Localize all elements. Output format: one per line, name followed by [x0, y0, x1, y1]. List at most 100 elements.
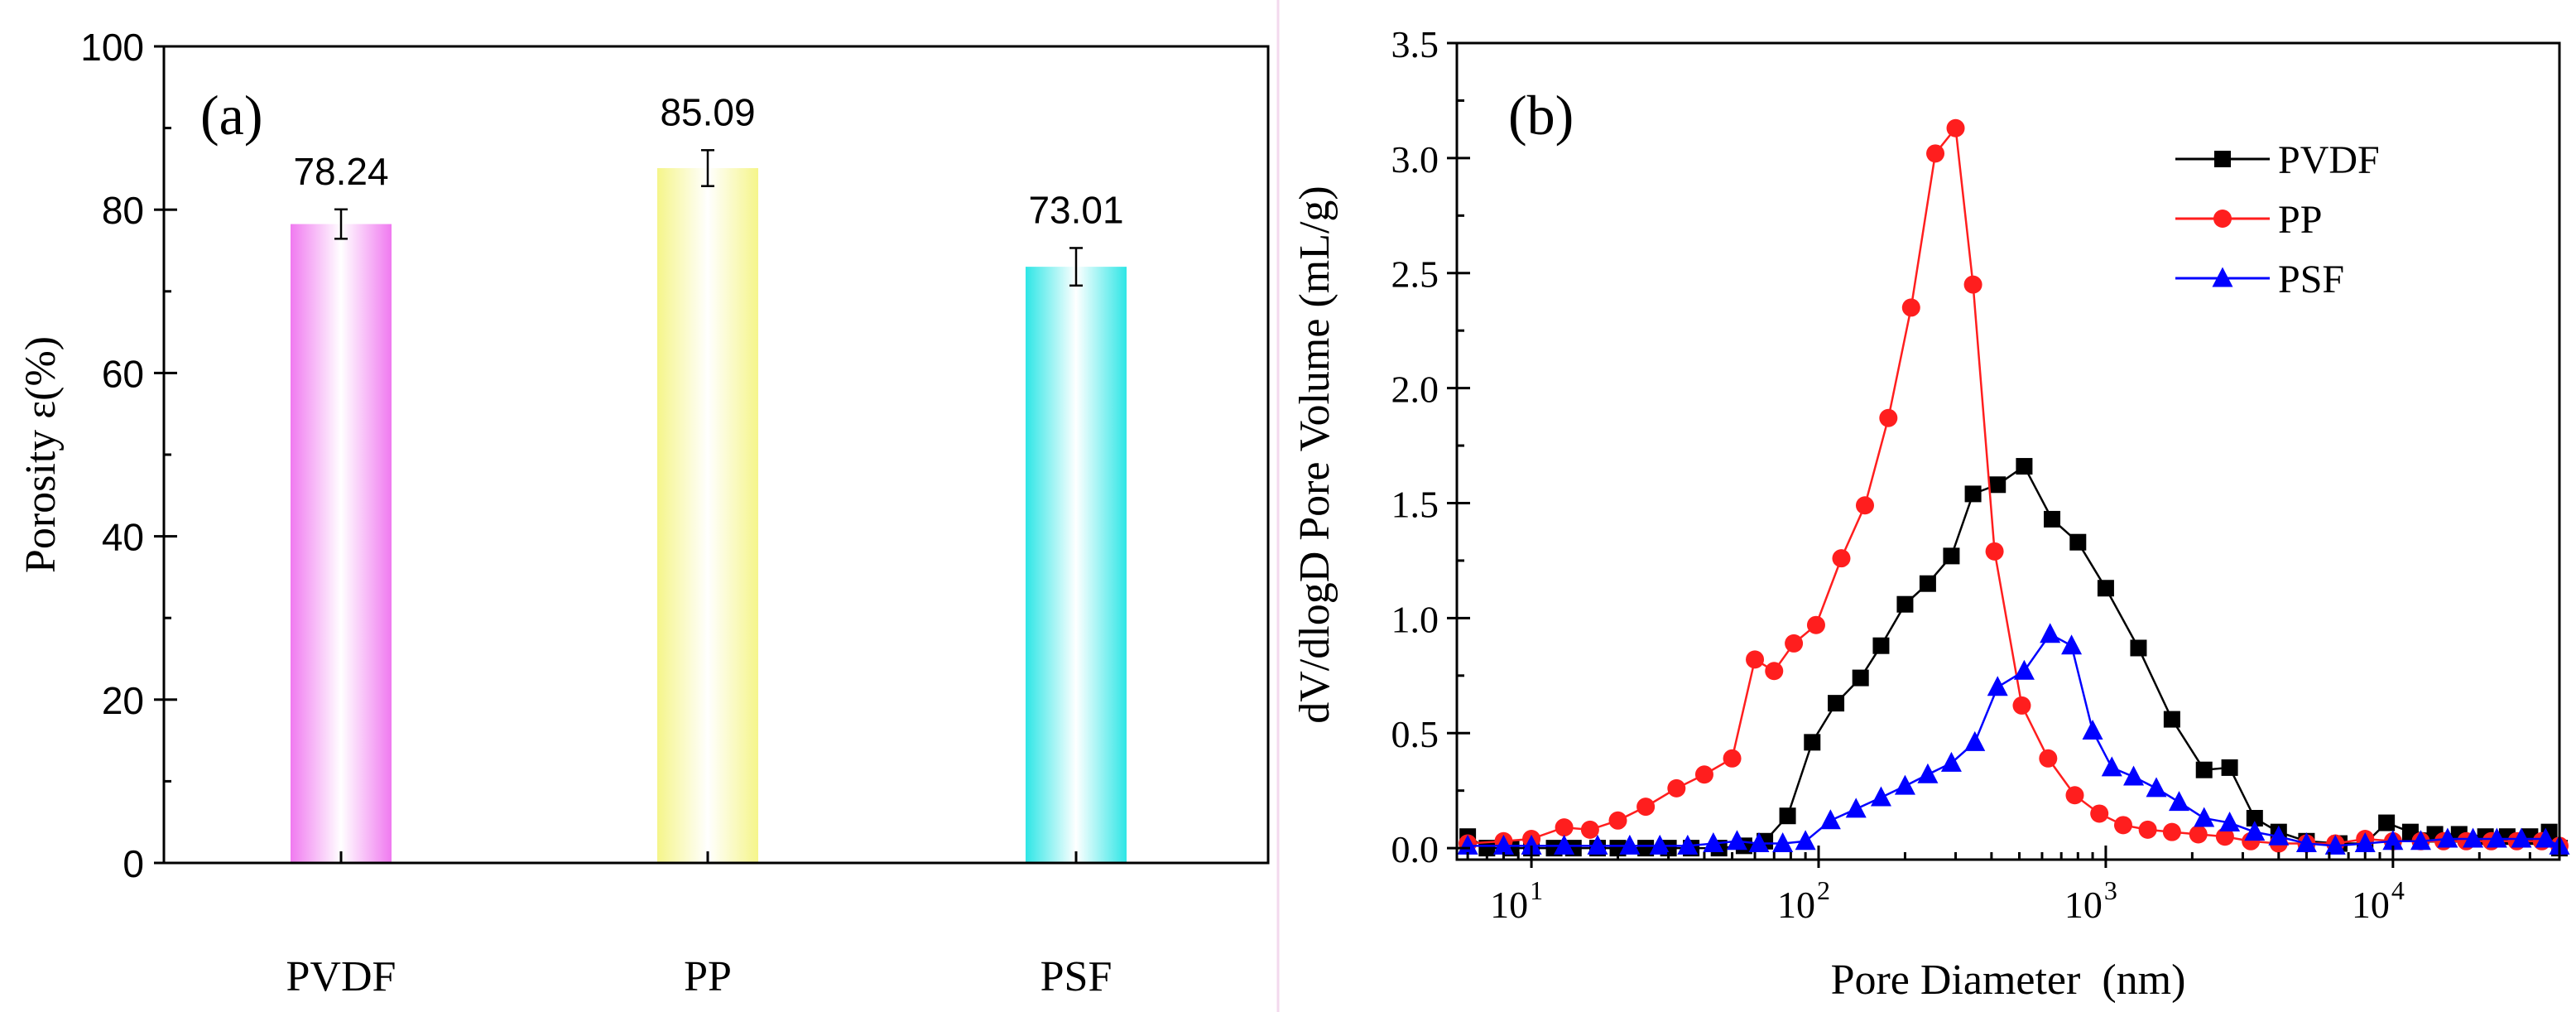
data-point-psf: [1457, 834, 1478, 855]
x-tick-label: PSF: [1040, 953, 1113, 1000]
data-point-psf: [1703, 832, 1724, 853]
y-tick-label: 20: [102, 679, 144, 722]
data-point-pp: [2090, 804, 2109, 823]
legend-item-pp: PP: [2175, 198, 2322, 242]
data-point-psf: [1649, 834, 1670, 855]
data-point-pp: [2189, 825, 2208, 844]
data-point-psf: [1819, 809, 1841, 830]
legend-label: PP: [2278, 198, 2322, 242]
data-point-psf: [1987, 676, 2008, 696]
data-point-psf: [2040, 623, 2061, 643]
data-point-pvdf: [2097, 580, 2114, 597]
data-point-psf: [1894, 774, 1915, 795]
error-bar-pp: [701, 149, 714, 187]
data-point-psf: [2535, 827, 2556, 848]
data-point-psf: [1772, 832, 1794, 853]
data-point-psf: [2463, 827, 2484, 848]
y-tick-label: 40: [102, 516, 144, 559]
data-point-pp: [1855, 496, 1874, 515]
x-tick-label: 10 2: [1777, 875, 1830, 926]
data-point-psf: [2295, 832, 2317, 853]
data-point-pvdf: [1964, 485, 1982, 503]
data-point-pp: [1746, 650, 1765, 669]
data-point-psf: [2268, 825, 2290, 846]
y-axis-title: Porosity ε(%): [17, 336, 65, 573]
y-tick-label: 100: [80, 26, 144, 69]
x-tick-base: 10: [1490, 884, 1528, 926]
data-point-pvdf: [2221, 759, 2238, 776]
x-tick-label: 10 4: [2352, 875, 2405, 926]
data-point-psf: [2219, 812, 2241, 832]
value-label-pp: 85.09: [660, 90, 755, 133]
data-point-pvdf: [1919, 575, 1936, 592]
data-point-pp: [2138, 820, 2157, 839]
y-axis: 0 20 40 60 80 100: [80, 26, 177, 885]
panel-a: 0 20 40 60 80 100 PVDF PP PSF 78.24 85.09 73.01 (…: [17, 26, 1270, 1000]
legend-marker-psf: [2212, 267, 2233, 287]
data-point-psf: [1587, 834, 1608, 855]
data-point-pp: [1963, 275, 1982, 294]
data-point-psf: [1917, 763, 1939, 783]
x-tick-exponent: 2: [1817, 875, 1830, 905]
data-point-psf: [1845, 798, 1867, 818]
data-point-pp: [1580, 820, 1599, 839]
data-point-psf: [1940, 751, 1962, 772]
data-point-pp: [1785, 634, 1804, 653]
x-tick-label: 10 3: [2064, 875, 2117, 926]
data-point-pvdf: [1989, 476, 2006, 494]
data-point-psf: [1521, 834, 1542, 855]
data-point-psf: [2013, 659, 2035, 680]
data-point-psf: [2146, 777, 2167, 798]
data-point-pvdf: [2044, 510, 2061, 528]
plot-frame: [1455, 41, 2561, 861]
x-tick-exponent: 4: [2391, 875, 2405, 905]
x-tick-label: PVDF: [286, 953, 396, 1000]
bar-group: [291, 168, 1127, 864]
data-point-pp: [1946, 118, 1965, 137]
data-point-psf: [1492, 834, 1514, 855]
y-axis-title: dV/dlogD Pore Volume (mL/g): [1291, 186, 1338, 724]
x-axis-title: Pore Diameter (nm): [1831, 957, 2186, 1004]
data-point-pp: [2065, 786, 2084, 805]
y-tick-label: 0.0: [1391, 828, 1439, 870]
data-point-psf: [2410, 830, 2431, 851]
data-point-psf: [1619, 834, 1641, 855]
legend-marker-pp: [2213, 210, 2232, 228]
error-bar-psf: [1069, 247, 1083, 287]
y-tick-label: 2.5: [1391, 253, 1439, 296]
x-tick-base: 10: [2352, 884, 2390, 926]
value-labels: 78.24 85.09 73.01: [293, 90, 1123, 231]
x-tick-exponent: 1: [1530, 875, 1543, 905]
value-label-psf: 73.01: [1028, 188, 1123, 231]
data-point-pp: [1806, 615, 1825, 634]
bar-pvdf: [291, 224, 392, 863]
x-tick-label: PP: [684, 953, 732, 1000]
data-point-psf: [2382, 830, 2404, 851]
data-point-pp: [1901, 298, 1920, 317]
y-tick-label: 0: [123, 842, 144, 885]
data-point-psf: [1748, 832, 1770, 853]
data-point-pvdf: [2130, 639, 2147, 657]
data-point-psf: [2486, 827, 2507, 848]
data-point-pp: [1765, 662, 1784, 681]
y-tick-label: 3.5: [1391, 23, 1439, 65]
series-pp: [1459, 118, 2569, 855]
y-tick-label: 1.5: [1391, 483, 1439, 525]
data-point-pvdf: [1852, 669, 1869, 687]
data-point-psf: [1726, 830, 1747, 851]
data-point-pp: [2113, 816, 2132, 835]
data-point-pvdf: [2163, 711, 2180, 728]
data-point-pp: [1667, 778, 1686, 798]
error-bars: [334, 149, 1083, 287]
panel-b: 0.00.51.01.52.02.53.03.5 10 1 10 2 10 3 10 4 (b…: [1291, 23, 2570, 1004]
data-point-psf: [2123, 765, 2145, 786]
bar-pp: [657, 168, 758, 864]
y-tick-label: 1.0: [1391, 598, 1439, 640]
y-tick-label: 60: [102, 352, 144, 395]
data-point-psf: [2324, 834, 2346, 855]
data-point-pp: [2162, 822, 2181, 841]
data-point-psf: [2354, 832, 2376, 853]
data-point-pvdf: [2016, 458, 2033, 475]
legend-label: PSF: [2278, 258, 2344, 301]
data-point-psf: [1964, 730, 1986, 751]
